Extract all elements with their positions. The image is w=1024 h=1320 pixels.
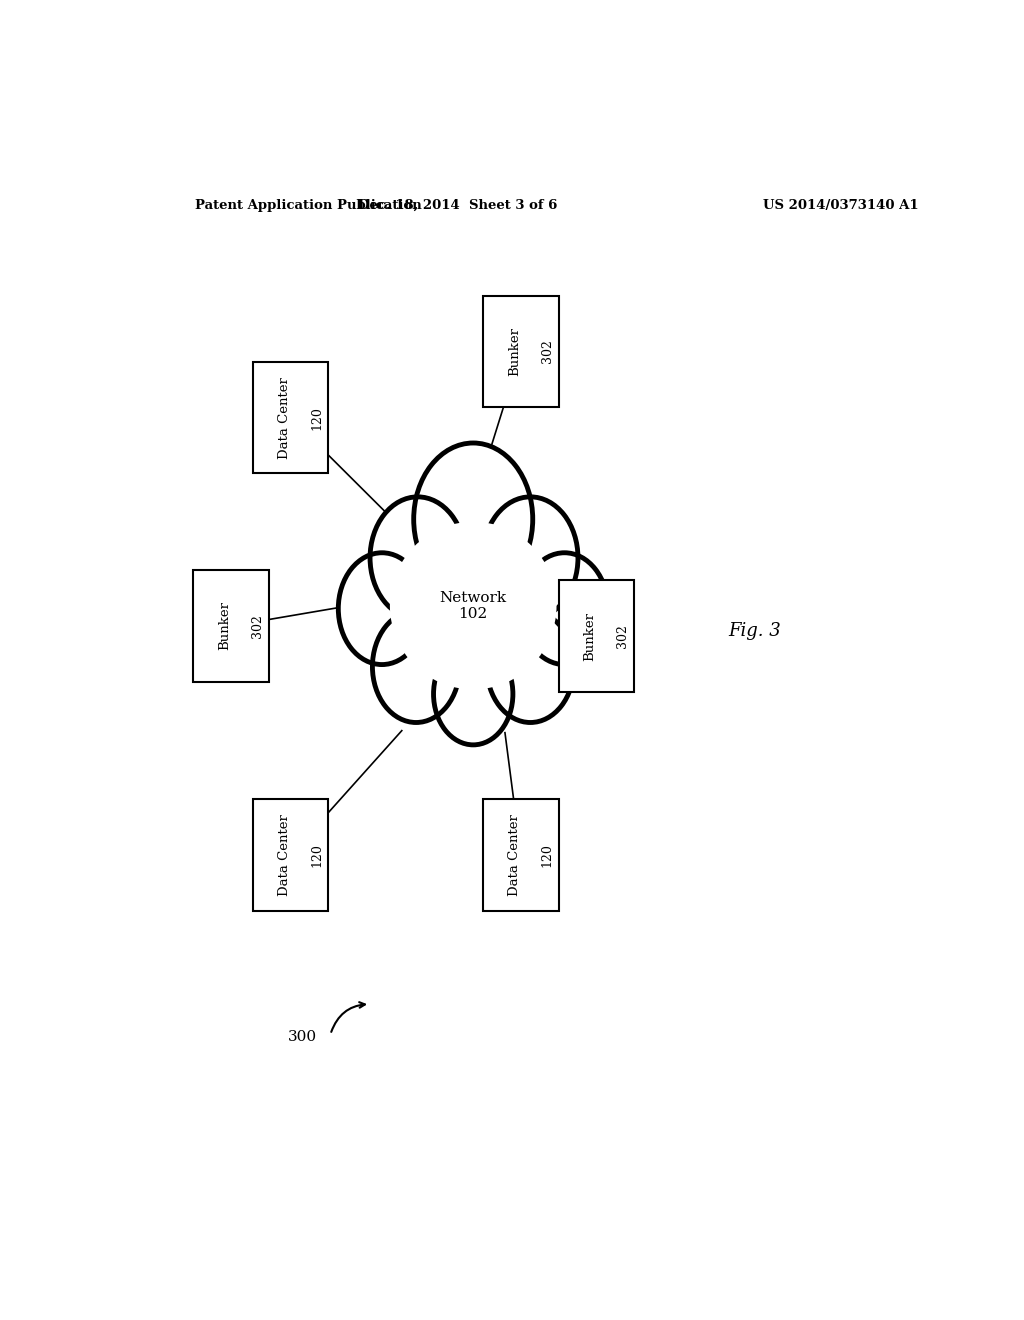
Text: Data Center: Data Center xyxy=(508,813,521,895)
Circle shape xyxy=(482,496,578,619)
Circle shape xyxy=(338,553,426,664)
Text: 302: 302 xyxy=(616,624,630,648)
Text: 300: 300 xyxy=(288,1030,317,1044)
Text: Network
102: Network 102 xyxy=(439,590,507,620)
Circle shape xyxy=(414,444,532,595)
Circle shape xyxy=(370,496,465,619)
Text: 120: 120 xyxy=(310,842,324,866)
Circle shape xyxy=(373,611,460,722)
Bar xyxy=(483,296,558,408)
Text: US 2014/0373140 A1: US 2014/0373140 A1 xyxy=(763,198,919,211)
Bar xyxy=(253,799,329,911)
Circle shape xyxy=(521,553,608,664)
Bar xyxy=(483,799,558,911)
Text: Fig. 3: Fig. 3 xyxy=(728,622,781,640)
Text: Data Center: Data Center xyxy=(278,813,291,895)
Text: Dec. 18, 2014  Sheet 3 of 6: Dec. 18, 2014 Sheet 3 of 6 xyxy=(357,198,557,211)
Circle shape xyxy=(433,643,513,744)
Ellipse shape xyxy=(390,521,557,689)
Text: 302: 302 xyxy=(251,614,264,638)
Text: Data Center: Data Center xyxy=(278,376,291,458)
Text: 120: 120 xyxy=(310,405,324,429)
Text: Patent Application Publication: Patent Application Publication xyxy=(196,198,422,211)
Text: 302: 302 xyxy=(541,339,554,363)
Bar xyxy=(253,362,329,474)
Bar xyxy=(194,570,269,682)
Bar xyxy=(558,581,634,692)
Circle shape xyxy=(486,611,574,722)
Text: Bunker: Bunker xyxy=(218,602,231,651)
Text: Bunker: Bunker xyxy=(508,327,521,376)
Text: Bunker: Bunker xyxy=(584,611,596,660)
Text: 120: 120 xyxy=(541,842,554,866)
